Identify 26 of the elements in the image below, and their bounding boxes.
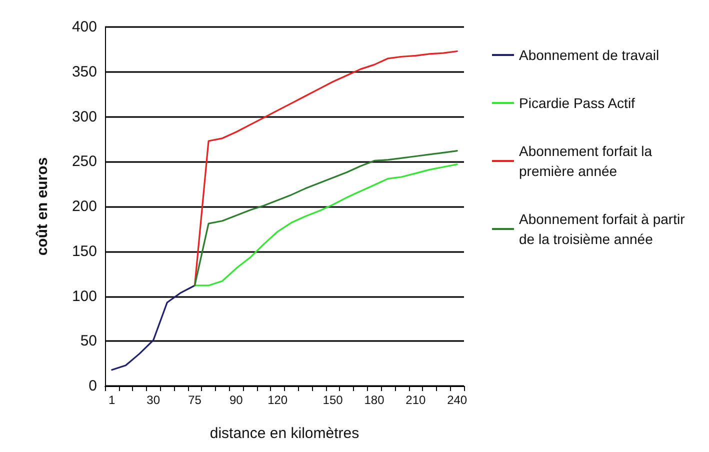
y-tick-label: 0 [88, 378, 97, 394]
y-tick-label: 350 [72, 63, 97, 80]
x-tick-label: 1 [108, 393, 116, 407]
y-tick-label: 100 [72, 288, 97, 305]
y-tick-label: 150 [72, 242, 97, 260]
x-tick-label: 180 [364, 393, 385, 407]
x-tick-label: 150 [322, 393, 344, 407]
legend-label: Abonnement forfait la première année [519, 143, 656, 179]
y-tick-label: 300 [72, 108, 97, 126]
x-axis-title: distance en kilomètres [210, 425, 360, 442]
y-tick-label: 250 [72, 153, 97, 170]
x-tick-label: 30 [146, 393, 160, 407]
y-tick-label: 200 [72, 198, 97, 215]
line-series [194, 50, 458, 286]
x-tick-label: 240 [447, 393, 468, 407]
x-tick-label: 75 [188, 393, 202, 407]
legend-label: Picardie Pass Actif [519, 95, 636, 111]
line-series [111, 284, 196, 371]
y-axis-title: coût en euros [34, 157, 51, 256]
x-tick-label: 120 [268, 393, 288, 407]
x-tick-label: 90 [229, 393, 244, 407]
legend-label: Abonnement forfait à partir de la troisième année [519, 211, 689, 247]
x-tick-label: 210 [406, 393, 426, 407]
y-tick-label: 50 [80, 332, 97, 350]
legend-label: Abonnement de travail [519, 47, 660, 63]
y-tick-label: 400 [72, 18, 97, 36]
